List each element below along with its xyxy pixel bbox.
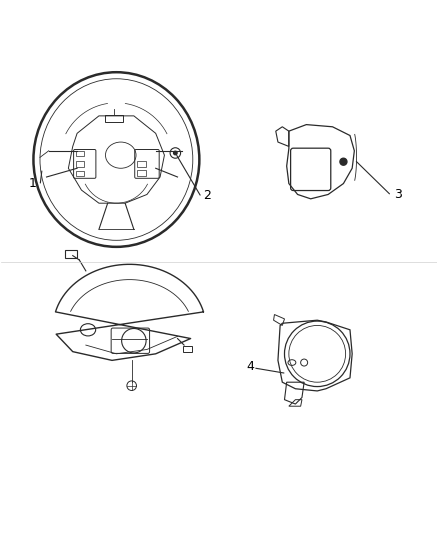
Circle shape xyxy=(340,158,347,165)
Text: 4: 4 xyxy=(246,360,254,373)
Text: 2: 2 xyxy=(203,189,211,202)
Circle shape xyxy=(173,151,177,155)
Text: 1: 1 xyxy=(29,177,37,190)
Text: 3: 3 xyxy=(394,188,402,200)
